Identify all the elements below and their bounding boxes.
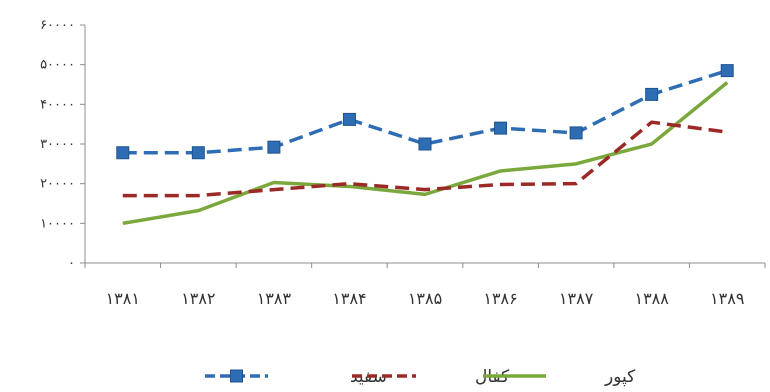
x-tick-label: ۱۳۸۵ — [408, 289, 442, 308]
y-tick-label: ۳۰۰۰۰ — [40, 137, 75, 152]
legend: سفیدکفالکپور — [205, 367, 636, 387]
data-point-marker — [569, 126, 583, 140]
x-tick-label: ۱۳۸۱ — [106, 289, 140, 308]
x-tick-label: ۱۳۸۸ — [634, 289, 669, 308]
data-point-marker — [191, 146, 205, 160]
y-tick-label: ۰ — [68, 256, 75, 271]
series-lines — [116, 64, 734, 226]
x-tick-label: ۱۳۸۶ — [483, 289, 517, 308]
data-point-marker — [645, 87, 659, 101]
data-point-marker — [342, 112, 356, 126]
y-tick-label: ۱۰۰۰۰ — [40, 216, 75, 231]
x-tick-label: ۱۳۸۲ — [181, 289, 215, 308]
legend-label: کپور — [604, 367, 636, 387]
x-tick-label: ۱۳۸۷ — [559, 289, 594, 308]
tick-labels: ۰ ۱۰۰۰۰ ۲۰۰۰۰ ۳۰۰۰۰ ۴۰۰۰۰ ۵۰۰۰۰ ۶۰۰۰۰ ۱۳۸۱ ۱۳۸۲ ۱… — [40, 18, 744, 308]
x-tick-label: ۱۳۸۴ — [332, 289, 366, 308]
series-line-2 — [122, 81, 729, 226]
data-point-marker — [116, 146, 130, 160]
y-tick-label: ۶۰۰۰۰ — [40, 18, 75, 33]
axes — [80, 24, 766, 268]
x-tick-label: ۱۳۸۹ — [710, 289, 744, 308]
data-point-marker — [720, 64, 734, 78]
x-tick-label: ۱۳۸۳ — [257, 289, 292, 308]
series-line-1 — [122, 120, 728, 198]
data-point-marker — [418, 137, 432, 151]
y-tick-label: ۴۰۰۰۰ — [40, 97, 75, 112]
y-tick-label: ۵۰۰۰۰ — [40, 58, 75, 73]
data-point-marker — [267, 140, 281, 154]
data-point-marker — [494, 121, 508, 135]
y-tick-label: ۲۰۰۰۰ — [40, 177, 75, 192]
legend-marker — [230, 369, 243, 383]
